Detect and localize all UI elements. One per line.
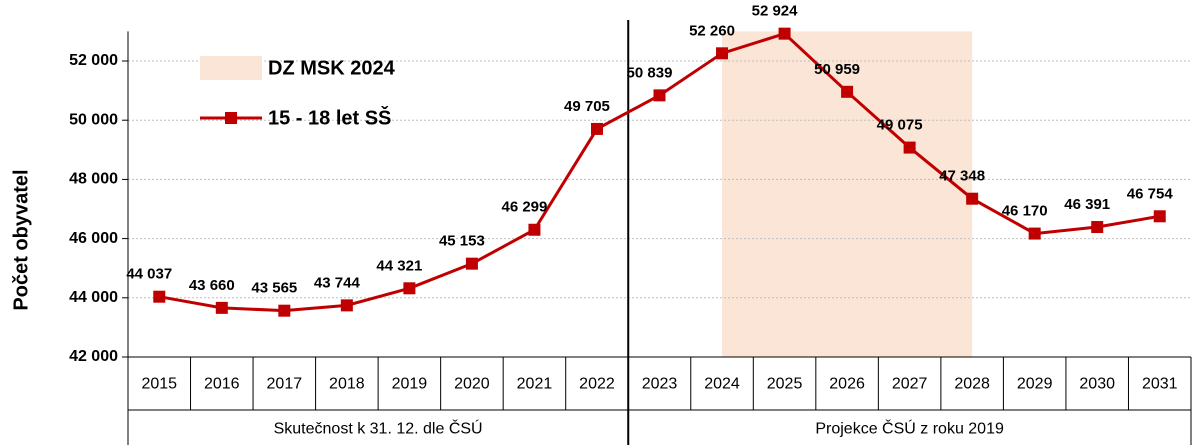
y-tick-label: 48 000 — [69, 171, 118, 188]
data-label: 46 299 — [501, 199, 547, 216]
data-label: 44 321 — [376, 257, 422, 274]
legend-marker — [225, 112, 237, 124]
data-label: 44 037 — [126, 266, 172, 283]
legend-label: DZ MSK 2024 — [268, 57, 396, 79]
marker — [340, 299, 353, 312]
data-label: 46 391 — [1064, 196, 1110, 213]
shaded-region — [722, 31, 973, 358]
x-tick-label: 2020 — [454, 376, 490, 393]
data-label: 50 839 — [627, 64, 673, 81]
data-label: 46 754 — [1127, 185, 1174, 202]
data-label: 50 959 — [814, 61, 860, 78]
x-tick-label: 2017 — [267, 376, 303, 393]
group-label: Projekce ČSÚ z roku 2019 — [815, 419, 1004, 438]
data-label: 46 170 — [1002, 203, 1048, 220]
y-tick-label: 44 000 — [69, 289, 118, 306]
x-tick-label: 2025 — [767, 376, 803, 393]
marker — [403, 282, 416, 295]
marker — [590, 122, 603, 135]
x-tick-label: 2018 — [329, 376, 365, 393]
data-label: 45 153 — [439, 233, 485, 250]
data-label: 43 744 — [314, 274, 361, 291]
y-tick-label: 46 000 — [69, 230, 118, 247]
marker — [1028, 227, 1041, 240]
marker — [215, 301, 228, 314]
data-label: 52 924 — [752, 3, 799, 20]
data-label: 43 660 — [189, 277, 235, 294]
legend-label: 15 - 18 let SŠ — [268, 105, 391, 129]
marker — [778, 27, 791, 40]
x-tick-label: 2027 — [892, 376, 928, 393]
x-tick-label: 2016 — [204, 376, 240, 393]
x-tick-label: 2029 — [1017, 376, 1053, 393]
x-tick-label: 2024 — [704, 376, 740, 393]
data-label: 49 075 — [877, 117, 923, 134]
y-tick-label: 42 000 — [69, 348, 118, 365]
legend-swatch — [200, 56, 262, 80]
marker — [1153, 210, 1166, 223]
x-tick-label: 2019 — [392, 376, 428, 393]
x-tick-label: 2026 — [829, 376, 865, 393]
marker — [153, 290, 166, 303]
marker — [966, 192, 979, 205]
marker — [465, 257, 478, 270]
group-label: Skutečnost k 31. 12. dle ČSÚ — [274, 419, 483, 438]
data-label: 43 565 — [251, 280, 297, 297]
marker — [841, 85, 854, 98]
marker — [528, 223, 541, 236]
y-axis-title: Počet obyvatel — [10, 169, 32, 310]
x-tick-label: 2021 — [517, 376, 553, 393]
marker — [903, 141, 916, 154]
marker — [653, 89, 666, 102]
x-tick-label: 2015 — [141, 376, 177, 393]
marker — [716, 47, 729, 60]
x-tick-label: 2031 — [1142, 376, 1178, 393]
y-tick-label: 50 000 — [69, 111, 118, 128]
marker — [278, 304, 291, 317]
x-tick-label: 2028 — [954, 376, 990, 393]
data-label: 49 705 — [564, 98, 610, 115]
data-label: 47 348 — [939, 168, 985, 185]
data-label: 52 260 — [689, 22, 735, 39]
x-tick-label: 2022 — [579, 376, 615, 393]
x-tick-label: 2030 — [1079, 376, 1115, 393]
y-tick-label: 52 000 — [69, 52, 118, 69]
x-tick-label: 2023 — [642, 376, 678, 393]
marker — [1091, 221, 1104, 234]
